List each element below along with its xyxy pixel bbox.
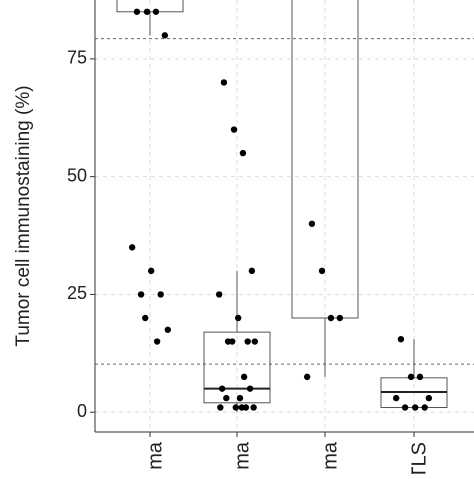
data-point — [397, 335, 405, 343]
x-tick-label: ma — [231, 441, 253, 470]
data-point — [229, 338, 236, 345]
data-point — [218, 385, 226, 392]
data-point — [238, 404, 245, 411]
data-point — [336, 314, 344, 322]
data-point — [250, 404, 257, 411]
data-point — [215, 291, 223, 298]
data-point — [392, 394, 400, 402]
data-point — [147, 267, 155, 275]
y-tick-label: 25 — [67, 283, 87, 303]
data-point — [234, 314, 242, 322]
y-tick-label: 75 — [67, 48, 87, 68]
data-point — [416, 373, 424, 381]
data-point — [143, 8, 151, 15]
data-point — [244, 338, 251, 345]
y-tick-label: 50 — [67, 165, 87, 185]
data-point — [157, 291, 164, 298]
x-tick-label: ma — [319, 441, 341, 470]
data-point — [240, 373, 248, 381]
data-point — [251, 338, 259, 345]
data-point — [223, 394, 230, 402]
data-point — [239, 149, 247, 157]
box — [203, 331, 271, 404]
data-point — [217, 404, 224, 411]
data-point — [152, 8, 160, 15]
data-point — [407, 373, 415, 381]
data-point — [421, 404, 428, 411]
data-point — [411, 404, 419, 411]
data-point — [153, 338, 161, 345]
plot-area — [95, 0, 474, 432]
data-point — [128, 244, 136, 251]
y-tick-label: 0 — [77, 401, 87, 421]
data-point — [232, 404, 240, 411]
data-point — [327, 314, 335, 322]
data-point — [236, 394, 244, 402]
data-point — [401, 404, 409, 411]
data-point — [164, 326, 172, 333]
data-point — [142, 314, 149, 322]
x-tick-label: ma — [144, 441, 166, 470]
data-point — [303, 373, 311, 381]
data-point — [137, 291, 145, 298]
data-point — [318, 267, 326, 275]
data-point — [133, 8, 141, 15]
y-axis-label: Tumor cell immunostaining (%) — [13, 85, 34, 346]
data-point — [248, 267, 256, 275]
data-point — [425, 394, 433, 402]
data-point — [230, 126, 238, 133]
data-point — [308, 220, 316, 227]
data-point — [161, 32, 169, 39]
data-point — [220, 79, 228, 86]
data-point — [246, 385, 254, 392]
x-tick-label: TLS — [408, 442, 430, 474]
box — [291, 0, 359, 319]
